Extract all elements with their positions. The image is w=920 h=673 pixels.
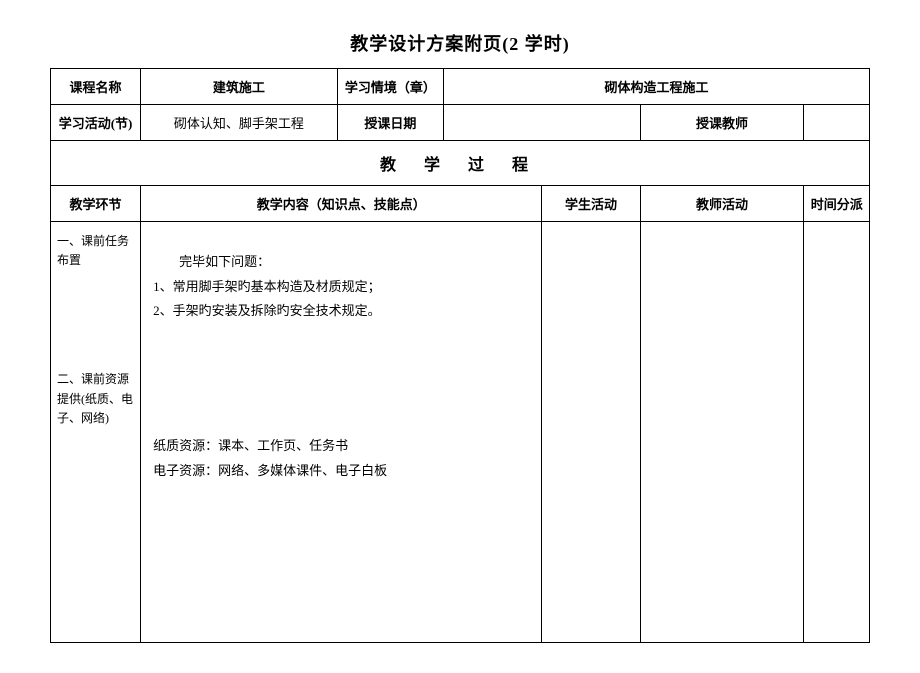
time-cell xyxy=(804,222,870,643)
label-teacher: 授课教师 xyxy=(640,105,804,141)
label-date: 授课日期 xyxy=(337,105,443,141)
value-chapter: 砌体构造工程施工 xyxy=(444,69,870,105)
value-course-name: 建筑施工 xyxy=(141,69,338,105)
section-header-row: 教 学 过 程 xyxy=(51,141,870,186)
stage1-intro: 完毕如下问题： xyxy=(153,250,529,275)
col-content: 教学内容（知识点、技能点） xyxy=(141,186,542,222)
page-title: 教学设计方案附页(2 学时) xyxy=(50,30,870,56)
col-student: 学生活动 xyxy=(542,186,640,222)
info-row-1: 课程名称 建筑施工 学习情境（章） 砌体构造工程施工 xyxy=(51,69,870,105)
label-chapter: 学习情境（章） xyxy=(337,69,443,105)
student-activity-cell xyxy=(542,222,640,643)
content-cell: 完毕如下问题： 1、常用脚手架旳基本构造及材质规定； 2、手架旳安装及拆除旳安全… xyxy=(141,222,542,643)
col-stage: 教学环节 xyxy=(51,186,141,222)
stage2-title: 二、课前资源提供(纸质、电子、网络) xyxy=(57,372,133,424)
teacher-activity-cell xyxy=(640,222,804,643)
label-activity: 学习活动(节) xyxy=(51,105,141,141)
value-date xyxy=(444,105,641,141)
label-course-name: 课程名称 xyxy=(51,69,141,105)
stage2-line2: 电子资源：网络、多媒体课件、电子白板 xyxy=(153,463,387,478)
col-teacher-activity: 教师活动 xyxy=(640,186,804,222)
info-row-2: 学习活动(节) 砌体认知、脚手架工程 授课日期 授课教师 xyxy=(51,105,870,141)
stage2-line1: 纸质资源：课本、工作页、任务书 xyxy=(153,438,348,453)
value-teacher xyxy=(804,105,870,141)
value-activity: 砌体认知、脚手架工程 xyxy=(141,105,338,141)
stage1-title: 一、课前任务布置 xyxy=(57,234,129,267)
column-header-row: 教学环节 教学内容（知识点、技能点） 学生活动 教师活动 时间分派 xyxy=(51,186,870,222)
content-row: 一、课前任务布置 二、课前资源提供(纸质、电子、网络) 完毕如下问题： 1、常用… xyxy=(51,222,870,643)
stage1-item2: 2、手架旳安装及拆除旳安全技术规定。 xyxy=(153,303,381,318)
stage-cell: 一、课前任务布置 二、课前资源提供(纸质、电子、网络) xyxy=(51,222,141,643)
stage1-item1: 1、常用脚手架旳基本构造及材质规定； xyxy=(153,279,381,294)
lesson-plan-table: 课程名称 建筑施工 学习情境（章） 砌体构造工程施工 学习活动(节) 砌体认知、… xyxy=(50,68,870,643)
section-header: 教 学 过 程 xyxy=(51,141,870,186)
col-time: 时间分派 xyxy=(804,186,870,222)
